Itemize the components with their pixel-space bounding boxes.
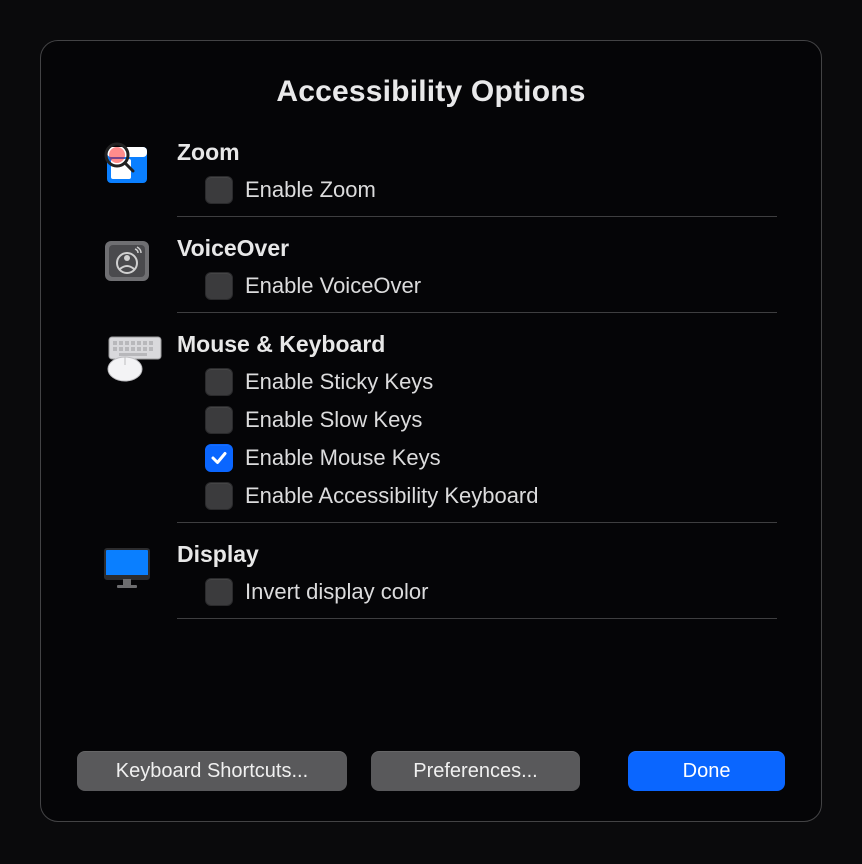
label-mouse-keys: Enable Mouse Keys — [245, 445, 441, 471]
button-row: Keyboard Shortcuts... Preferences... Don… — [77, 751, 785, 791]
divider — [177, 312, 777, 313]
checkbox-slow-keys[interactable] — [205, 406, 233, 434]
checkbox-invert-display[interactable] — [205, 578, 233, 606]
icon-col — [77, 329, 177, 383]
label-sticky-keys: Enable Sticky Keys — [245, 369, 433, 395]
option-enable-voiceover: Enable VoiceOver — [205, 270, 777, 302]
option-mouse-keys: Enable Mouse Keys — [205, 442, 777, 474]
keyboard-shortcuts-button[interactable]: Keyboard Shortcuts... — [77, 751, 347, 791]
section-heading-display: Display — [177, 541, 777, 568]
mouse-keyboard-icon — [101, 331, 153, 383]
option-accessibility-keyboard: Enable Accessibility Keyboard — [205, 480, 777, 512]
checkbox-mouse-keys[interactable] — [205, 444, 233, 472]
content-col: Display Invert display color — [177, 539, 785, 635]
icon-col — [77, 137, 177, 191]
section-voiceover: VoiceOver Enable VoiceOver — [77, 233, 785, 329]
section-heading-voiceover: VoiceOver — [177, 235, 777, 262]
label-enable-zoom: Enable Zoom — [245, 177, 376, 203]
section-heading-zoom: Zoom — [177, 139, 777, 166]
content-col: Mouse & Keyboard Enable Sticky Keys Enab… — [177, 329, 785, 539]
option-enable-zoom: Enable Zoom — [205, 174, 777, 206]
voiceover-icon — [101, 235, 153, 287]
option-sticky-keys: Enable Sticky Keys — [205, 366, 777, 398]
display-icon — [101, 541, 153, 593]
divider — [177, 522, 777, 523]
checkbox-sticky-keys[interactable] — [205, 368, 233, 396]
checkbox-accessibility-keyboard[interactable] — [205, 482, 233, 510]
label-accessibility-keyboard: Enable Accessibility Keyboard — [245, 483, 539, 509]
divider — [177, 618, 777, 619]
icon-col — [77, 539, 177, 593]
label-enable-voiceover: Enable VoiceOver — [245, 273, 421, 299]
preferences-button[interactable]: Preferences... — [371, 751, 580, 791]
label-invert-display: Invert display color — [245, 579, 428, 605]
accessibility-options-panel: Accessibility Options Zoom Ena — [40, 40, 822, 822]
checkbox-enable-voiceover[interactable] — [205, 272, 233, 300]
section-zoom: Zoom Enable Zoom — [77, 137, 785, 233]
option-invert-display: Invert display color — [205, 576, 777, 608]
content-col: VoiceOver Enable VoiceOver — [177, 233, 785, 329]
done-button[interactable]: Done — [628, 751, 785, 791]
dialog-title: Accessibility Options — [77, 75, 785, 109]
section-mouse-keyboard: Mouse & Keyboard Enable Sticky Keys Enab… — [77, 329, 785, 539]
label-slow-keys: Enable Slow Keys — [245, 407, 422, 433]
section-heading-mouse-keyboard: Mouse & Keyboard — [177, 331, 777, 358]
option-slow-keys: Enable Slow Keys — [205, 404, 777, 436]
icon-col — [77, 233, 177, 287]
divider — [177, 216, 777, 217]
checkbox-enable-zoom[interactable] — [205, 176, 233, 204]
zoom-icon — [101, 139, 153, 191]
section-display: Display Invert display color — [77, 539, 785, 635]
content-col: Zoom Enable Zoom — [177, 137, 785, 233]
